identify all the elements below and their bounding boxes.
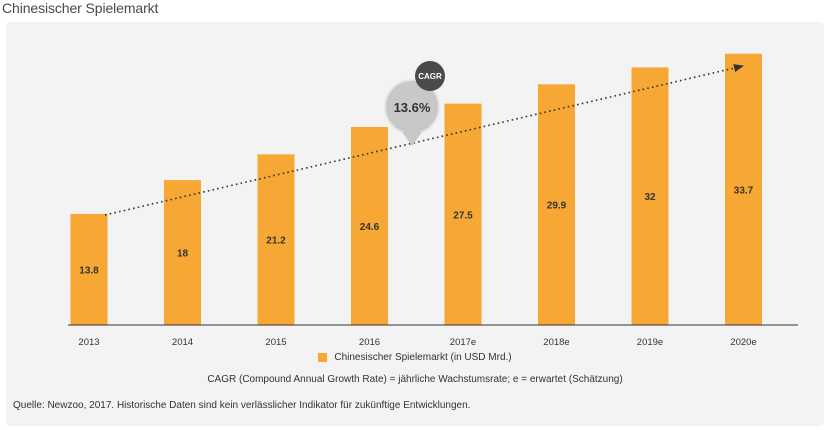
cagr-bubble (385, 80, 439, 134)
bar-value-label: 29.9 (547, 201, 567, 212)
bar-2014 (164, 180, 201, 325)
bar-chart: 13.8 18 21.2 24.6 27.5 29.9 32 33.7 2013 2014 201… (68, 53, 798, 348)
bar-value-label: 33.7 (734, 185, 754, 196)
legend-swatch (318, 353, 328, 362)
cagr-trend-line (104, 64, 744, 216)
cagr-badge-label: CAGR (418, 72, 442, 81)
page-title: Chinesischer Spielemarkt (2, 0, 159, 16)
source-note: Quelle: Newzoo, 2017. Historische Daten … (13, 400, 471, 411)
bar-value-label: 21.2 (266, 236, 286, 247)
cagr-badge (415, 61, 445, 91)
x-tick-label: 2016 (359, 337, 380, 348)
x-tick-label: 2019e (637, 337, 663, 348)
cagr-bubble-pointer (402, 132, 422, 146)
x-tick-label: 2020e (730, 337, 756, 348)
bar-value-label: 13.8 (79, 265, 99, 276)
bar-2019e (631, 67, 669, 326)
cagr-callout: 13.6% CAGR (384, 61, 445, 146)
bar-value-label: 18 (177, 249, 189, 260)
bar-2015 (257, 154, 295, 325)
legend-label: Chinesischer Spielemarkt (in USD Mrd.) (334, 352, 512, 363)
x-tick-label: 2018e (543, 337, 569, 348)
cagr-value: 13.6% (394, 100, 431, 115)
bar-2016 (351, 126, 388, 325)
x-tick-label: 2015 (265, 337, 286, 348)
x-tick-label: 2013 (78, 337, 99, 348)
cagr-note: CAGR (Compound Annual Growth Rate) = jäh… (207, 374, 623, 385)
bar-value-label: 32 (644, 192, 656, 203)
bar-2013 (70, 213, 108, 325)
bar-value-label: 24.6 (360, 222, 380, 233)
bar-2018e (538, 84, 575, 326)
bar-2020e (725, 53, 762, 326)
bar-value-label: 27.5 (453, 210, 473, 221)
legend: Chinesischer Spielemarkt (in USD Mrd.) (0, 352, 830, 363)
x-tick-label: 2017e (450, 337, 476, 348)
x-tick-label: 2014 (172, 337, 193, 348)
bar-2017e (444, 103, 482, 325)
